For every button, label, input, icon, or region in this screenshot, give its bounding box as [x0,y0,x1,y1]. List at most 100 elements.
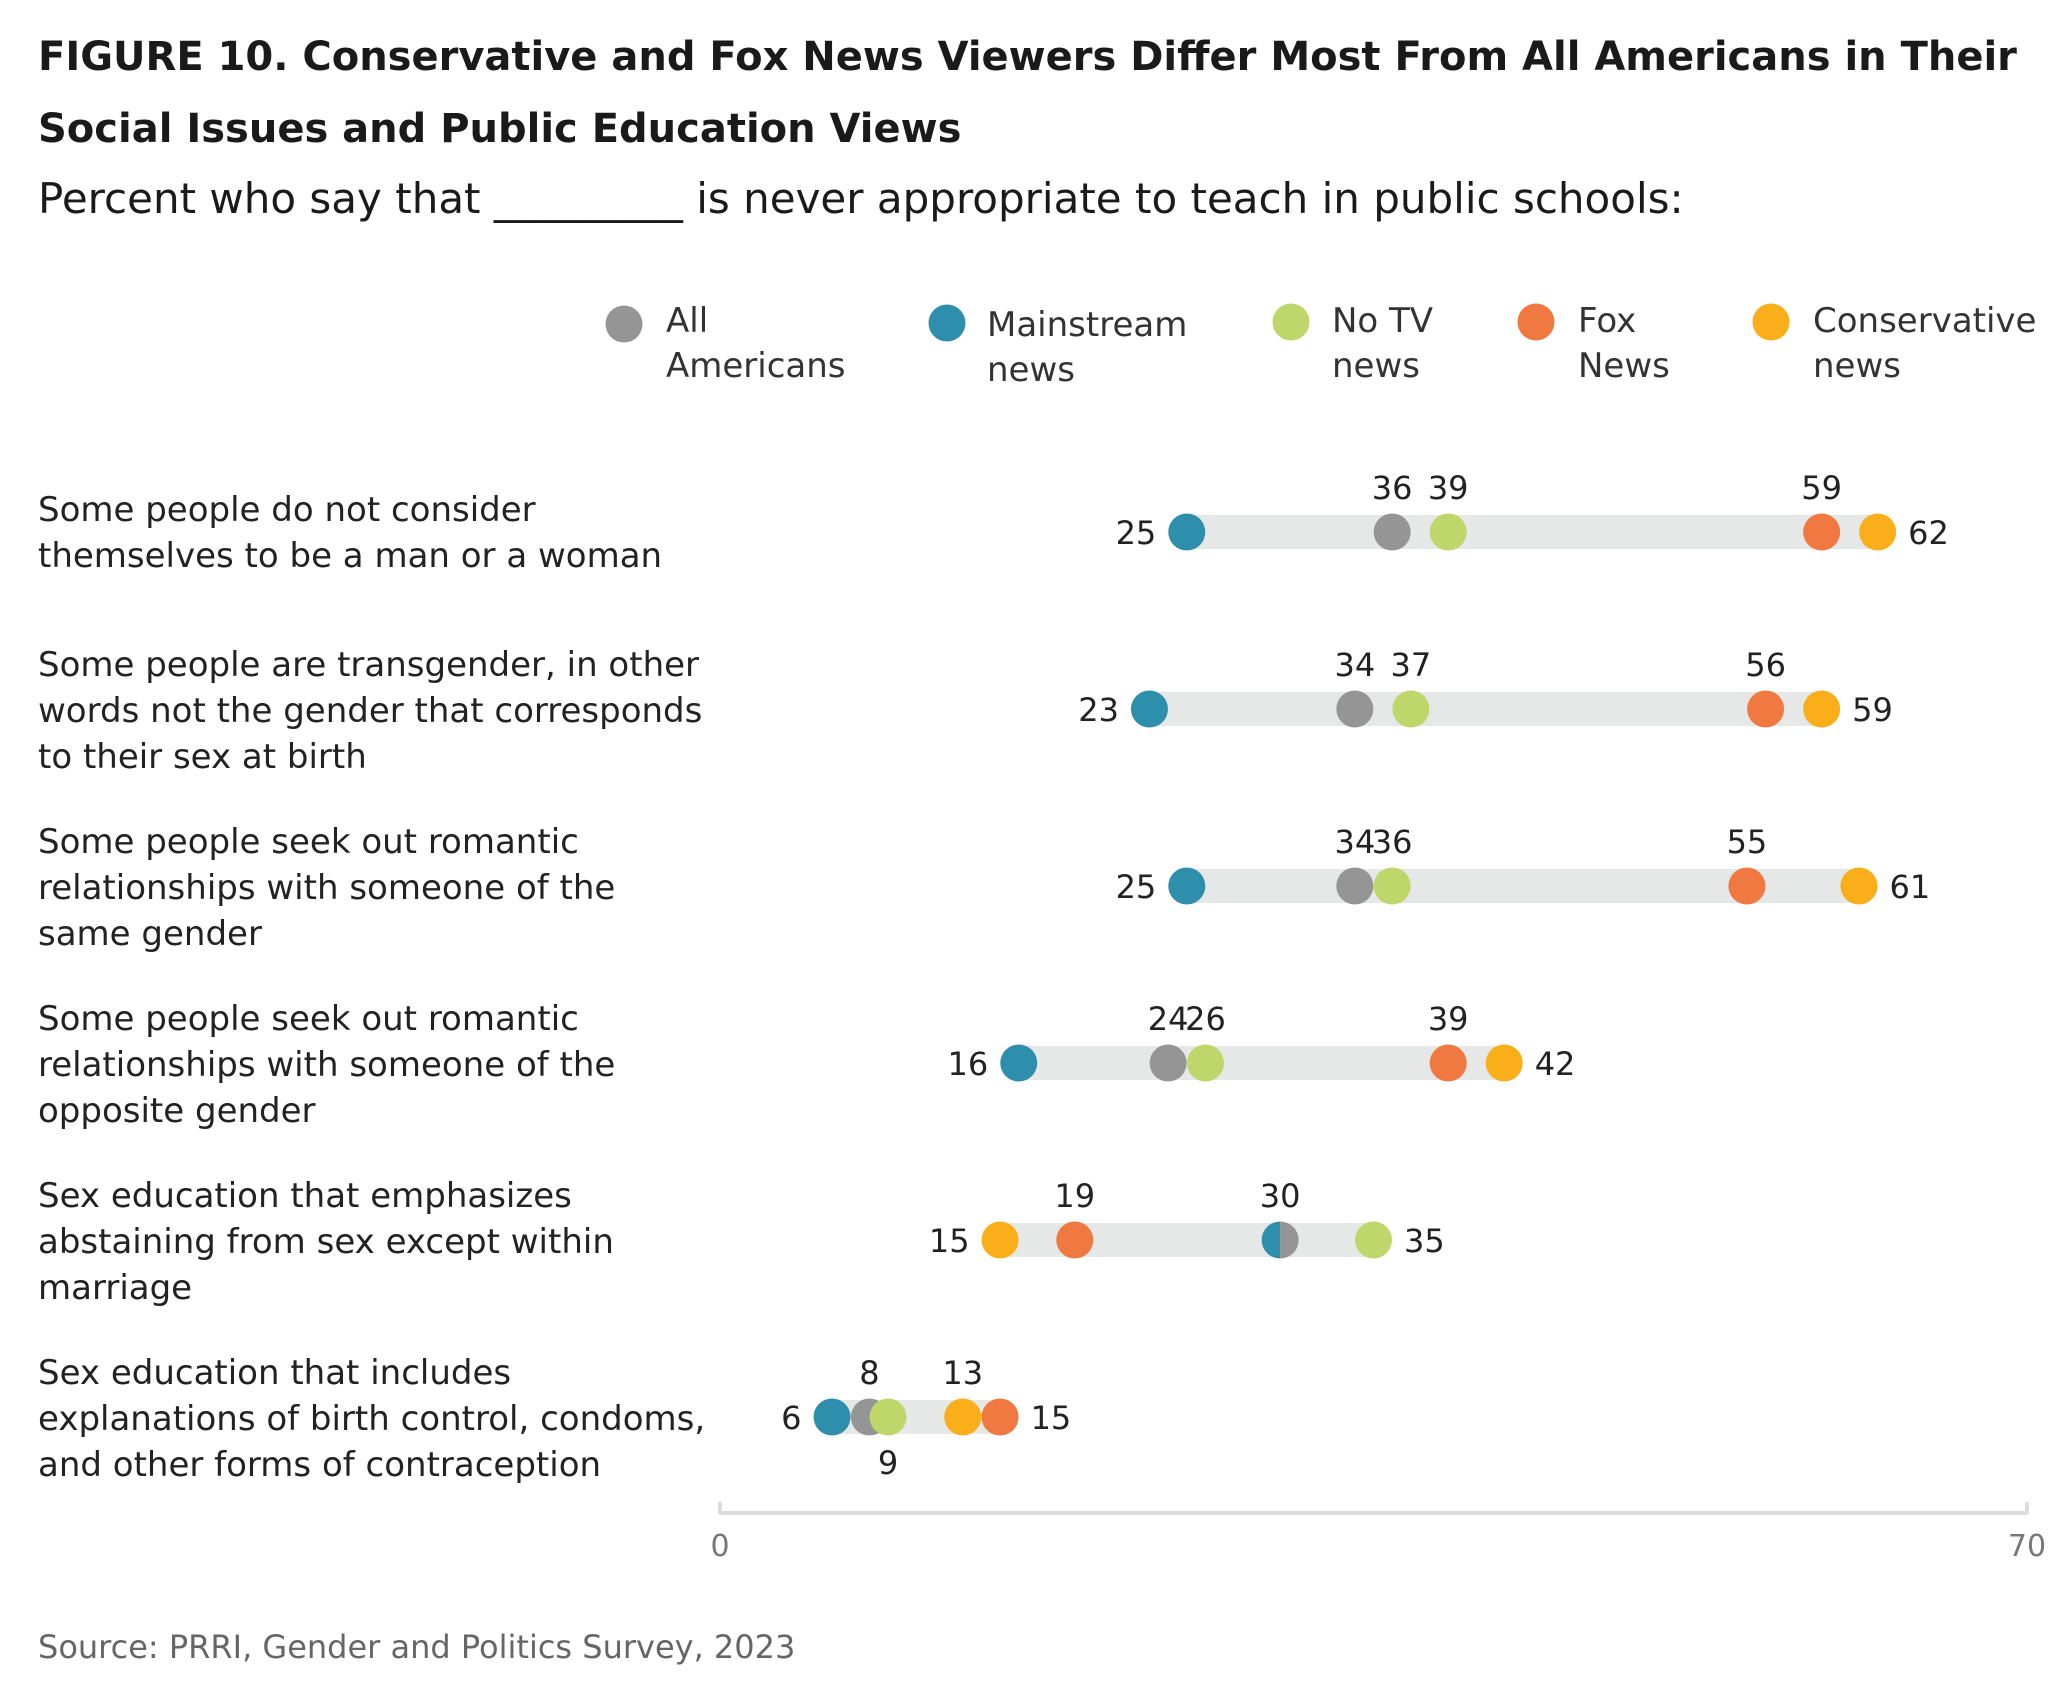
range-band [1018,1046,1505,1080]
row-label-line: Some people are transgender, in other [38,645,699,685]
value-label-notv: 36 [1372,823,1413,861]
source-note: Source: PRRI, Gender and Politics Survey… [38,1628,795,1666]
range-band [1186,515,1878,549]
dot-all [1373,513,1411,551]
value-label-conservative: 13 [942,1354,983,1392]
value-label-conservative: 62 [1908,514,1949,552]
legend-label-fox: News [1578,346,1670,386]
dot-fox [1803,513,1841,551]
value-label-all: 36 [1372,469,1413,507]
value-label-mainstream: 25 [1116,514,1157,552]
chart-title-line: Social Issues and Public Education Views [38,106,961,152]
value-label-all: 24 [1148,1000,1189,1038]
value-label-mainstream: 25 [1116,868,1157,906]
legend-marker-mainstream [928,304,966,342]
value-label-all: 34 [1334,646,1375,684]
dot-all [1149,1044,1187,1082]
legend-marker-conservative [1752,303,1790,341]
dot-notv [1373,867,1411,905]
range-band [1000,1223,1374,1257]
legend-marker-notv [1272,303,1310,341]
dot-conservative [1485,1044,1523,1082]
value-label-fox: 56 [1745,646,1786,684]
value-label-all: 8 [859,1354,879,1392]
dot-conservative [944,1398,982,1436]
dot-all [1336,867,1374,905]
dot-conservative [1803,690,1841,728]
dot-mainstream [1261,1221,1281,1259]
row-label-line: Sex education that emphasizes [38,1176,572,1216]
row-label-line: words not the gender that corresponds [38,691,702,731]
row-label-line: and other forms of contraception [38,1445,601,1485]
row-label-line: Some people seek out romantic [38,822,579,862]
value-label-fox: 39 [1428,1000,1469,1038]
value-label-notv: 39 [1428,469,1469,507]
value-label-mainstream: 16 [948,1045,989,1083]
legend-label-mainstream: news [987,350,1075,390]
row-label-line: abstaining from sex except within [38,1222,614,1262]
value-label-mainstream: 23 [1078,691,1119,729]
dot-mainstream [1000,1044,1038,1082]
value-label-notv: 37 [1390,646,1431,684]
row-label-line: explanations of birth control, condoms, [38,1399,705,1439]
value-label-conservative: 61 [1889,868,1930,906]
value-label-fox: 19 [1054,1177,1095,1215]
dot-fox [981,1398,1019,1436]
dot-mainstream [813,1398,851,1436]
row-label-line: Some people seek out romantic [38,999,579,1039]
row-label-line: marriage [38,1268,192,1308]
range-band [1149,692,1822,726]
legend-marker-all [605,305,643,343]
dot-all [1280,1221,1299,1259]
dot-conservative [981,1221,1019,1259]
value-label-notv: 35 [1404,1222,1445,1260]
legend-label-fox: Fox [1578,301,1636,341]
value-label-fox: 59 [1801,469,1842,507]
dot-notv [1392,690,1430,728]
dot-notv [1186,1044,1224,1082]
row-label-line: themselves to be a man or a woman [38,536,662,576]
dot-notv [1429,513,1467,551]
value-label-all: 34 [1334,823,1375,861]
legend-label-all: All [666,301,708,341]
legend-label-notv: No TV [1332,301,1433,341]
value-label-fox: 55 [1727,823,1768,861]
dot-conservative [1859,513,1897,551]
value-label-notv: 26 [1185,1000,1226,1038]
value-label-mainstream: 6 [781,1399,801,1437]
dot-mainstream [1130,690,1168,728]
legend-label-mainstream: Mainstream [987,305,1187,345]
row-label-line: to their sex at birth [38,737,367,777]
value-label-conservative: 15 [929,1222,970,1260]
dot-fox [1728,867,1766,905]
legend-label-notv: news [1332,346,1420,386]
value-label-notv: 9 [878,1444,898,1482]
value-label-conservative: 59 [1852,691,1893,729]
legend-label-conservative: news [1813,346,1901,386]
x-tick-label: 0 [710,1529,729,1564]
row-label-line: Sex education that includes [38,1353,511,1393]
row-label-line: same gender [38,914,262,954]
dot-mainstream [1168,867,1206,905]
row-label-line: relationships with someone of the [38,1045,615,1085]
legend-label-all: Americans [666,346,846,386]
x-tick-label: 70 [2008,1529,2046,1564]
row-label-line: Some people do not consider [38,490,536,530]
legend-marker-fox [1517,303,1555,341]
dot-conservative [1840,867,1878,905]
dot-notv [869,1398,907,1436]
value-label-conservative: 42 [1535,1045,1576,1083]
chart-subtitle: Percent who say that _________ is never … [38,174,1684,223]
row-label-line: opposite gender [38,1091,316,1131]
row-label-line: relationships with someone of the [38,868,615,908]
chart-title-line: FIGURE 10. Conservative and Fox News Vie… [38,34,2017,80]
dot-fox [1056,1221,1094,1259]
dot-fox [1429,1044,1467,1082]
dot-all [1336,690,1374,728]
dot-fox [1747,690,1785,728]
legend-label-conservative: Conservative [1813,301,2036,341]
value-label-all: 30 [1260,1177,1301,1215]
value-label-fox: 15 [1031,1399,1072,1437]
dot-notv [1355,1221,1392,1259]
